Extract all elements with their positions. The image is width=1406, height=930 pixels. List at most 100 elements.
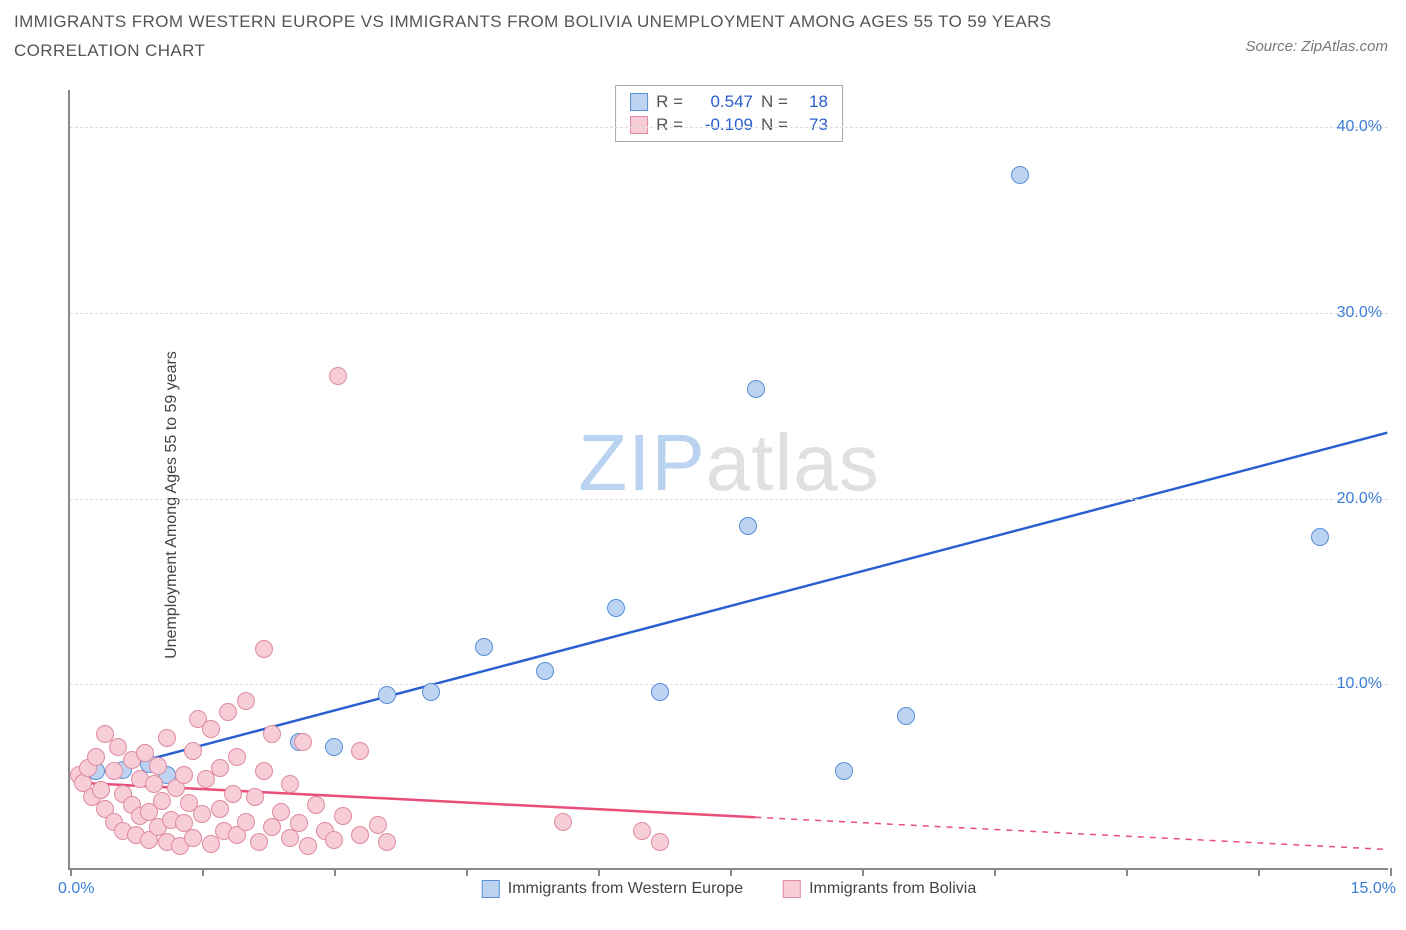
chart-title-line1: IMMIGRANTS FROM WESTERN EUROPE VS IMMIGR… xyxy=(14,8,1392,37)
data-point xyxy=(272,803,290,821)
data-point xyxy=(175,766,193,784)
x-tick xyxy=(1390,868,1392,876)
stat-r-label-0: R = xyxy=(656,92,683,112)
x-origin-label: 0.0% xyxy=(58,880,94,898)
legend-item-1: Immigrants from Bolivia xyxy=(783,880,976,898)
y-tick-label: 20.0% xyxy=(1337,490,1382,508)
data-point xyxy=(607,599,625,617)
data-point xyxy=(334,807,352,825)
data-point xyxy=(307,796,325,814)
legend-label-0: Immigrants from Western Europe xyxy=(508,880,743,898)
data-point xyxy=(193,805,211,823)
data-point xyxy=(897,707,915,725)
stats-swatch-0 xyxy=(630,93,648,111)
x-tick xyxy=(202,868,204,876)
x-right-label: 15.0% xyxy=(1351,880,1396,898)
watermark: ZIPatlas xyxy=(578,417,879,509)
x-tick xyxy=(730,868,732,876)
data-point xyxy=(202,720,220,738)
data-point xyxy=(246,788,264,806)
data-point xyxy=(211,759,229,777)
gridline-h xyxy=(70,127,1388,128)
x-tick xyxy=(862,868,864,876)
x-tick xyxy=(1126,868,1128,876)
legend-swatch-0 xyxy=(482,880,500,898)
legend-bottom: Immigrants from Western Europe Immigrant… xyxy=(482,880,977,898)
data-point xyxy=(329,367,347,385)
gridline-h xyxy=(70,313,1388,314)
data-point xyxy=(369,816,387,834)
x-tick xyxy=(1258,868,1260,876)
data-point xyxy=(224,785,242,803)
data-point xyxy=(351,742,369,760)
data-point xyxy=(633,822,651,840)
data-point xyxy=(105,762,123,780)
data-point xyxy=(651,833,669,851)
y-tick-label: 40.0% xyxy=(1337,118,1382,136)
stats-legend: R = 0.547 N = 18 R = -0.109 N = 73 xyxy=(615,85,843,142)
data-point xyxy=(325,831,343,849)
x-tick xyxy=(334,868,336,876)
data-point xyxy=(281,775,299,793)
data-point xyxy=(747,380,765,398)
source-label: Source: ZipAtlas.com xyxy=(1245,38,1388,55)
regression-lines xyxy=(70,90,1388,868)
data-point xyxy=(739,517,757,535)
data-point xyxy=(219,703,237,721)
data-point xyxy=(290,814,308,832)
gridline-h xyxy=(70,684,1388,685)
legend-label-1: Immigrants from Bolivia xyxy=(809,880,976,898)
data-point xyxy=(835,762,853,780)
data-point xyxy=(255,640,273,658)
data-point xyxy=(299,837,317,855)
stats-row-series-1: R = -0.109 N = 73 xyxy=(630,115,828,135)
stat-n-value-0: 18 xyxy=(796,92,828,112)
data-point xyxy=(378,686,396,704)
data-point xyxy=(422,683,440,701)
x-tick xyxy=(994,868,996,876)
data-point xyxy=(294,733,312,751)
data-point xyxy=(554,813,572,831)
data-point xyxy=(378,833,396,851)
data-point xyxy=(250,833,268,851)
data-point xyxy=(237,813,255,831)
data-point xyxy=(651,683,669,701)
watermark-zip: ZIP xyxy=(578,418,705,507)
chart-title-line2: CORRELATION CHART xyxy=(14,37,1392,66)
y-tick-label: 30.0% xyxy=(1337,304,1382,322)
data-point xyxy=(536,662,554,680)
data-point xyxy=(237,692,255,710)
data-point xyxy=(1311,528,1329,546)
stat-n-label-1: N = xyxy=(761,115,788,135)
data-point xyxy=(263,725,281,743)
stats-swatch-1 xyxy=(630,116,648,134)
y-tick-label: 10.0% xyxy=(1337,675,1382,693)
x-tick xyxy=(466,868,468,876)
data-point xyxy=(255,762,273,780)
gridline-h xyxy=(70,499,1388,500)
data-point xyxy=(211,800,229,818)
x-tick xyxy=(70,868,72,876)
legend-item-0: Immigrants from Western Europe xyxy=(482,880,743,898)
data-point xyxy=(145,775,163,793)
data-point xyxy=(158,729,176,747)
data-point xyxy=(1011,166,1029,184)
data-point xyxy=(228,748,246,766)
stat-r-value-1: -0.109 xyxy=(691,115,753,135)
data-point xyxy=(351,826,369,844)
data-point xyxy=(325,738,343,756)
x-tick xyxy=(598,868,600,876)
stat-n-value-1: 73 xyxy=(796,115,828,135)
stat-r-label-1: R = xyxy=(656,115,683,135)
stat-n-label-0: N = xyxy=(761,92,788,112)
stats-row-series-0: R = 0.547 N = 18 xyxy=(630,92,828,112)
watermark-atlas: atlas xyxy=(706,418,880,507)
plot-area: ZIPatlas R = 0.547 N = 18 R = -0.109 N =… xyxy=(68,90,1388,870)
title-area: IMMIGRANTS FROM WESTERN EUROPE VS IMMIGR… xyxy=(0,0,1406,66)
stat-r-value-0: 0.547 xyxy=(691,92,753,112)
data-point xyxy=(92,781,110,799)
chart-wrap: Unemployment Among Ages 55 to 59 years Z… xyxy=(0,80,1406,930)
data-point xyxy=(87,748,105,766)
data-point xyxy=(475,638,493,656)
data-point xyxy=(184,829,202,847)
